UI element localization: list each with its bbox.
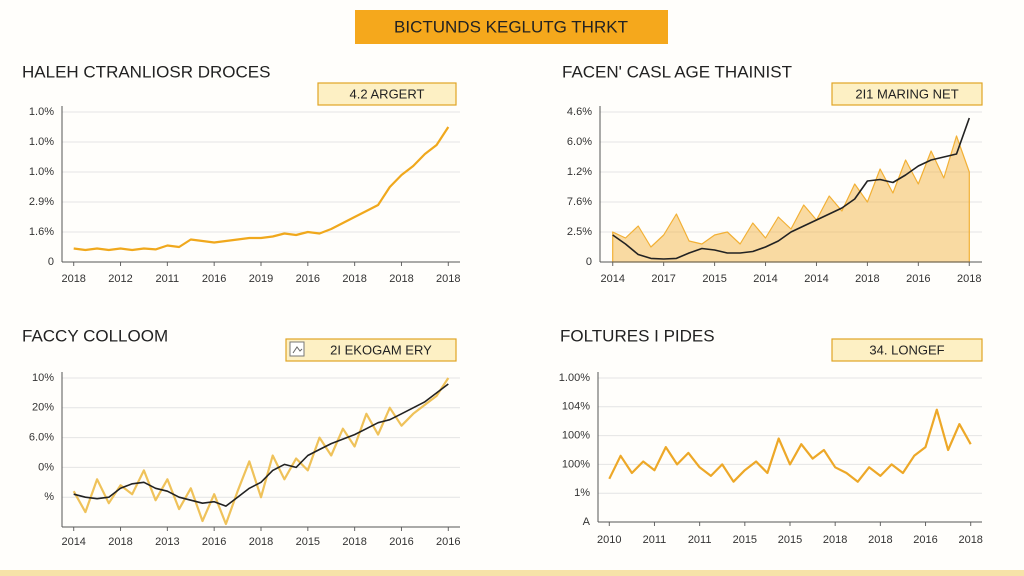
y-tick-label: 4.6% (567, 106, 592, 118)
x-tick-label: 2018 (855, 273, 879, 285)
y-tick-label: 1.0% (29, 106, 54, 118)
y-tick-label: 0 (48, 256, 54, 268)
line (608, 408, 972, 483)
y-tick-label: 10% (32, 372, 54, 384)
x-tick-label: 2015 (733, 534, 757, 546)
y-tick-label: 6.0% (29, 432, 54, 444)
x-tick-label: 2016 (389, 536, 413, 548)
x-tick-label: 2012 (108, 273, 132, 285)
x-tick-label: 2010 (597, 534, 621, 546)
x-tick-label: 2017 (651, 273, 675, 285)
x-tick-label: 2015 (778, 534, 802, 546)
x-tick-label: 2018 (108, 536, 132, 548)
bottom-strip (0, 570, 1024, 576)
y-tick-label: 104% (562, 401, 590, 413)
x-tick-label: 2013 (155, 536, 179, 548)
y-tick-label: 20% (32, 402, 54, 414)
x-tick-label: 2018 (249, 536, 273, 548)
x-tick-label: 2018 (389, 273, 413, 285)
y-tick-label: 100% (562, 458, 590, 470)
panel-title: HALEH CTRANLIOSR DROCES (22, 62, 270, 81)
y-tick-label: 1.0% (29, 136, 54, 148)
x-tick-label: 2018 (823, 534, 847, 546)
y-tick-label: 1.00% (559, 372, 590, 384)
y-tick-label: 2.9% (29, 196, 54, 208)
x-tick-label: 2019 (249, 273, 273, 285)
badge (285, 338, 457, 362)
x-tick-label: 2016 (296, 273, 320, 285)
panel-title: FOLTURES I PIDES (560, 326, 715, 345)
line (73, 126, 450, 252)
y-tick-label: 6.0% (567, 136, 592, 148)
x-tick-label: 2018 (342, 536, 366, 548)
x-tick-label: 2016 (906, 273, 930, 285)
badge (831, 338, 983, 362)
x-tick-label: 2011 (688, 534, 712, 546)
x-tick-label: 2014 (600, 273, 624, 285)
header-banner (355, 10, 668, 44)
y-tick-label: 1.6% (29, 226, 54, 238)
panel-title: FACCY COLLOOM (22, 326, 168, 345)
header-title: BICTUNDS KEGLUTG THRKT (394, 17, 628, 36)
badge-text: 2I1 MARING NET (855, 86, 958, 101)
badge-icon (289, 341, 305, 357)
x-tick-label: 2018 (342, 273, 366, 285)
y-tick-label: 1.0% (29, 166, 54, 178)
y-tick-label: A (583, 516, 591, 528)
line (612, 117, 971, 260)
x-tick-label: 2015 (296, 536, 320, 548)
x-tick-label: 2016 (913, 534, 937, 546)
area (612, 135, 970, 263)
panel-title: FACEN' CASL AGE THAINIST (562, 62, 792, 81)
x-tick-label: 2011 (643, 534, 667, 546)
x-tick-label: 2014 (804, 273, 828, 285)
badge-text: 34. LONGEF (869, 342, 944, 357)
x-tick-label: 2016 (202, 273, 226, 285)
y-tick-label: 0 (586, 256, 592, 268)
x-tick-label: 2018 (436, 273, 460, 285)
line (73, 383, 449, 507)
y-tick-label: 7.6% (567, 196, 592, 208)
badge (831, 82, 983, 106)
badge-text: 2I EKOGAM ERY (330, 342, 432, 357)
x-tick-label: 2014 (753, 273, 777, 285)
x-tick-label: 2016 (202, 536, 226, 548)
badge (317, 82, 457, 106)
y-tick-label: 100% (562, 430, 590, 442)
x-tick-label: 2018 (958, 534, 982, 546)
x-tick-label: 2018 (868, 534, 892, 546)
badge-text: 4.2 ARGERT (350, 86, 425, 101)
x-tick-label: 2011 (156, 273, 180, 285)
x-tick-label: 2016 (436, 536, 460, 548)
x-tick-label: 2014 (61, 536, 85, 548)
x-tick-label: 2015 (702, 273, 726, 285)
y-tick-label: 1.2% (567, 166, 592, 178)
x-tick-label: 2018 (61, 273, 85, 285)
y-tick-label: 0% (38, 461, 54, 473)
y-tick-label: 2.5% (567, 226, 592, 238)
y-tick-label: % (44, 491, 54, 503)
y-tick-label: 1% (574, 487, 590, 499)
x-tick-label: 2018 (957, 273, 981, 285)
line (72, 377, 450, 526)
